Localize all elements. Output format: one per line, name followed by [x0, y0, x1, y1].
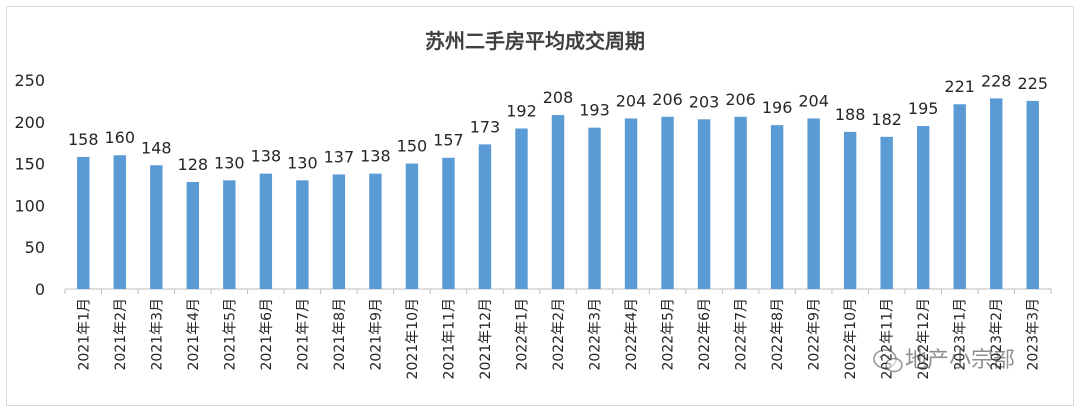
x-tick-label: 2022年10月 — [843, 298, 859, 379]
x-tick-label: 2021年1月 — [76, 298, 92, 371]
bar — [697, 119, 711, 290]
x-tick-label: 2022年4月 — [624, 298, 640, 371]
watermark-text: 地产小宗部 — [905, 348, 1015, 373]
chart-frame: 苏州二手房平均成交周期 0 50 100 150 200 250 2021年1月 2021年… — [6, 6, 1074, 406]
x-tick-label: 2022年12月 — [916, 298, 932, 379]
x-tick-label: 2022年5月 — [661, 298, 677, 371]
wechat-icon — [873, 349, 903, 373]
data-label: 195 — [908, 99, 939, 118]
bar — [551, 115, 565, 289]
bar — [515, 128, 528, 289]
x-tick-label: 2021年4月 — [186, 298, 202, 371]
bar — [478, 144, 492, 289]
x-axis: 2021年1月 2021年2月 2021年3月 2021年4月 2021年5月 2021年… — [64, 288, 1052, 379]
bar — [332, 174, 346, 289]
x-tick-label: 2022年9月 — [807, 298, 823, 371]
data-label: 137 — [324, 147, 355, 166]
x-tick-label: 2021年8月 — [332, 298, 348, 371]
watermark: 地产小宗部 — [873, 348, 1015, 373]
x-tick-label: 2021年7月 — [295, 298, 311, 371]
x-tick-label: 2021年12月 — [478, 298, 494, 379]
bar — [405, 163, 419, 289]
data-label: 203 — [689, 92, 720, 111]
data-label: 188 — [835, 105, 866, 124]
x-tick-label: 2021年2月 — [113, 298, 129, 371]
x-tick-label: 2021年9月 — [368, 298, 384, 371]
y-tick-label: 100 — [14, 196, 45, 215]
bar — [259, 173, 273, 289]
x-tick-label: 2022年7月 — [734, 298, 750, 371]
data-label: 192 — [506, 101, 537, 120]
bar — [880, 136, 893, 289]
data-label: 206 — [725, 90, 756, 109]
bar — [770, 125, 784, 289]
data-label: 204 — [798, 91, 829, 110]
chart-title: 苏州二手房平均成交周期 — [425, 29, 645, 53]
bar — [442, 157, 455, 289]
x-tick-label: 2022年6月 — [697, 298, 713, 371]
x-tick-label: 2021年3月 — [149, 298, 165, 371]
bar — [916, 125, 930, 289]
x-tick-label: 2021年6月 — [259, 298, 275, 371]
data-label: 206 — [652, 90, 683, 109]
data-label: 182 — [871, 110, 902, 129]
data-label: 225 — [1017, 74, 1048, 93]
data-labels: 158 160 148 128 130 138 130 137 138 150 157 173 192 2… — [68, 71, 1048, 174]
data-label: 138 — [251, 147, 282, 166]
bar — [77, 156, 90, 289]
data-label: 196 — [762, 98, 793, 117]
x-tick-label: 2022年3月 — [588, 298, 604, 371]
y-tick-label: 200 — [14, 113, 45, 132]
x-tick-label: 2023年3月 — [1026, 298, 1042, 371]
data-label: 128 — [178, 155, 209, 174]
x-tick-label: 2022年2月 — [551, 298, 567, 371]
x-tick-label: 2021年5月 — [222, 298, 238, 371]
bar — [223, 180, 236, 289]
data-label: 193 — [579, 101, 610, 120]
x-tick-label: 2022年8月 — [770, 298, 786, 371]
y-tick-label: 50 — [25, 238, 45, 257]
bar — [843, 131, 857, 289]
bar — [113, 155, 126, 289]
bar — [186, 181, 200, 289]
bar — [369, 173, 382, 289]
bar — [734, 116, 747, 289]
bar-series — [77, 98, 1039, 290]
x-tick-label: 2023年1月 — [953, 298, 969, 371]
data-label: 138 — [360, 147, 391, 166]
bar — [624, 118, 638, 290]
bar — [296, 180, 309, 289]
bar — [990, 98, 1003, 289]
data-label: 204 — [616, 91, 647, 110]
data-label: 130 — [287, 153, 318, 172]
data-label: 173 — [470, 117, 501, 136]
x-tick-label: 2023年2月 — [989, 298, 1005, 371]
data-label: 221 — [944, 77, 975, 96]
y-axis: 0 50 100 150 200 250 — [14, 71, 45, 299]
y-tick-label: 0 — [35, 280, 45, 299]
x-tick-label: 2021年10月 — [405, 298, 421, 379]
bar — [1026, 100, 1039, 290]
data-label: 150 — [397, 137, 428, 156]
y-tick-label: 150 — [14, 155, 45, 174]
data-label: 228 — [981, 71, 1012, 90]
x-tick-label: 2021年11月 — [441, 298, 457, 379]
y-tick-label: 250 — [14, 71, 45, 90]
data-label: 157 — [433, 131, 464, 150]
data-label: 208 — [543, 88, 574, 107]
bar — [588, 127, 601, 289]
data-label: 130 — [214, 153, 245, 172]
bar — [807, 118, 820, 290]
x-tick-label: 2022年1月 — [514, 298, 530, 371]
data-label: 160 — [105, 128, 136, 147]
bar — [953, 104, 966, 289]
data-label: 158 — [68, 130, 99, 149]
bar — [661, 116, 674, 289]
data-label: 148 — [141, 138, 172, 157]
bar — [150, 165, 163, 289]
